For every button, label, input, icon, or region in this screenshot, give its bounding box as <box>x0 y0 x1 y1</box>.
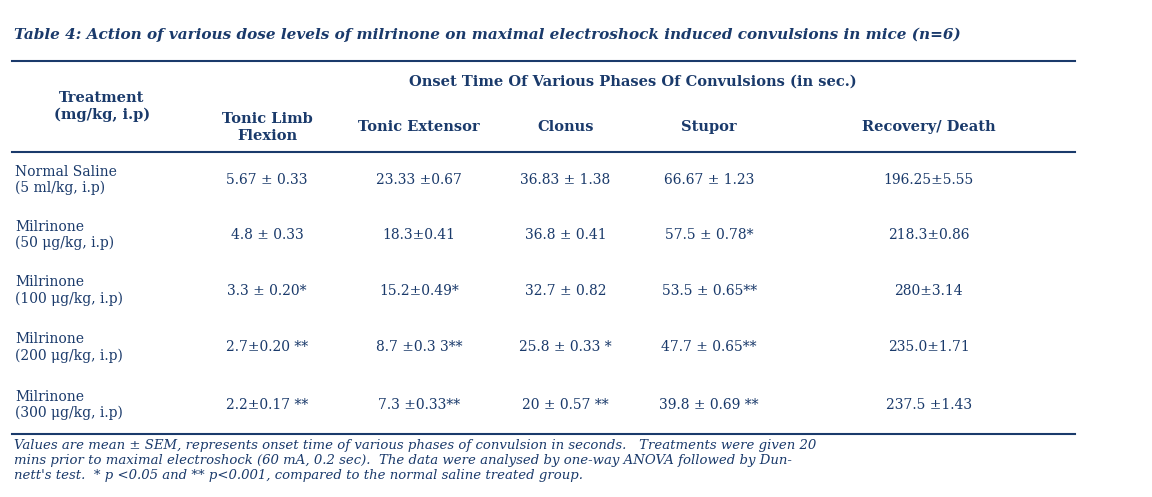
Text: 53.5 ± 0.65**: 53.5 ± 0.65** <box>661 283 757 298</box>
Text: 2.7±0.20 **: 2.7±0.20 ** <box>226 340 309 354</box>
Text: Clonus: Clonus <box>537 120 593 134</box>
Text: 196.25±5.55: 196.25±5.55 <box>884 173 973 187</box>
Text: 23.33 ±0.67: 23.33 ±0.67 <box>376 173 462 187</box>
Text: 2.2±0.17 **: 2.2±0.17 ** <box>226 398 309 412</box>
Text: Milrinone
(200 μg/kg, i.p): Milrinone (200 μg/kg, i.p) <box>15 332 123 363</box>
Text: Tonic Extensor: Tonic Extensor <box>358 120 479 134</box>
Text: Values are mean ± SEM, represents onset time of various phases of convulsion in : Values are mean ± SEM, represents onset … <box>15 439 817 482</box>
Text: Table 4: Action of various dose levels of milrinone on maximal electroshock indu: Table 4: Action of various dose levels o… <box>15 27 961 42</box>
Text: Milrinone
(50 μg/kg, i.p): Milrinone (50 μg/kg, i.p) <box>15 220 114 250</box>
Text: Milrinone
(100 μg/kg, i.p): Milrinone (100 μg/kg, i.p) <box>15 275 123 306</box>
Text: Treatment
(mg/kg, i.p): Treatment (mg/kg, i.p) <box>54 91 150 122</box>
Text: 32.7 ± 0.82: 32.7 ± 0.82 <box>524 283 606 298</box>
Text: 280±3.14: 280±3.14 <box>894 283 963 298</box>
Text: 8.7 ±0.3 3**: 8.7 ±0.3 3** <box>376 340 462 354</box>
Text: 237.5 ±1.43: 237.5 ±1.43 <box>886 398 972 412</box>
Text: 3.3 ± 0.20*: 3.3 ± 0.20* <box>227 283 306 298</box>
Text: 20 ± 0.57 **: 20 ± 0.57 ** <box>522 398 608 412</box>
Text: 47.7 ± 0.65**: 47.7 ± 0.65** <box>661 340 757 354</box>
Text: Onset Time Of Various Phases Of Convulsions (in sec.): Onset Time Of Various Phases Of Convulsi… <box>409 75 857 88</box>
Text: 39.8 ± 0.69 **: 39.8 ± 0.69 ** <box>659 398 759 412</box>
Text: 7.3 ±0.33**: 7.3 ±0.33** <box>378 398 460 412</box>
Text: Tonic Limb
Flexion: Tonic Limb Flexion <box>221 112 312 143</box>
Text: 36.83 ± 1.38: 36.83 ± 1.38 <box>521 173 611 187</box>
Text: 36.8 ± 0.41: 36.8 ± 0.41 <box>524 228 606 242</box>
Text: 218.3±0.86: 218.3±0.86 <box>888 228 970 242</box>
Text: 4.8 ± 0.33: 4.8 ± 0.33 <box>230 228 303 242</box>
Text: 15.2±0.49*: 15.2±0.49* <box>379 283 458 298</box>
Text: 235.0±1.71: 235.0±1.71 <box>888 340 970 354</box>
Text: 57.5 ± 0.78*: 57.5 ± 0.78* <box>665 228 753 242</box>
Text: Milrinone
(300 μg/kg, i.p): Milrinone (300 μg/kg, i.p) <box>15 390 123 420</box>
Text: Normal Saline
(5 ml/kg, i.p): Normal Saline (5 ml/kg, i.p) <box>15 165 118 195</box>
Text: Stupor: Stupor <box>681 120 737 134</box>
Text: 66.67 ± 1.23: 66.67 ± 1.23 <box>664 173 755 187</box>
Text: 18.3±0.41: 18.3±0.41 <box>382 228 455 242</box>
Text: Recovery/ Death: Recovery/ Death <box>862 120 995 134</box>
Text: 5.67 ± 0.33: 5.67 ± 0.33 <box>226 173 308 187</box>
Text: 25.8 ± 0.33 *: 25.8 ± 0.33 * <box>520 340 612 354</box>
